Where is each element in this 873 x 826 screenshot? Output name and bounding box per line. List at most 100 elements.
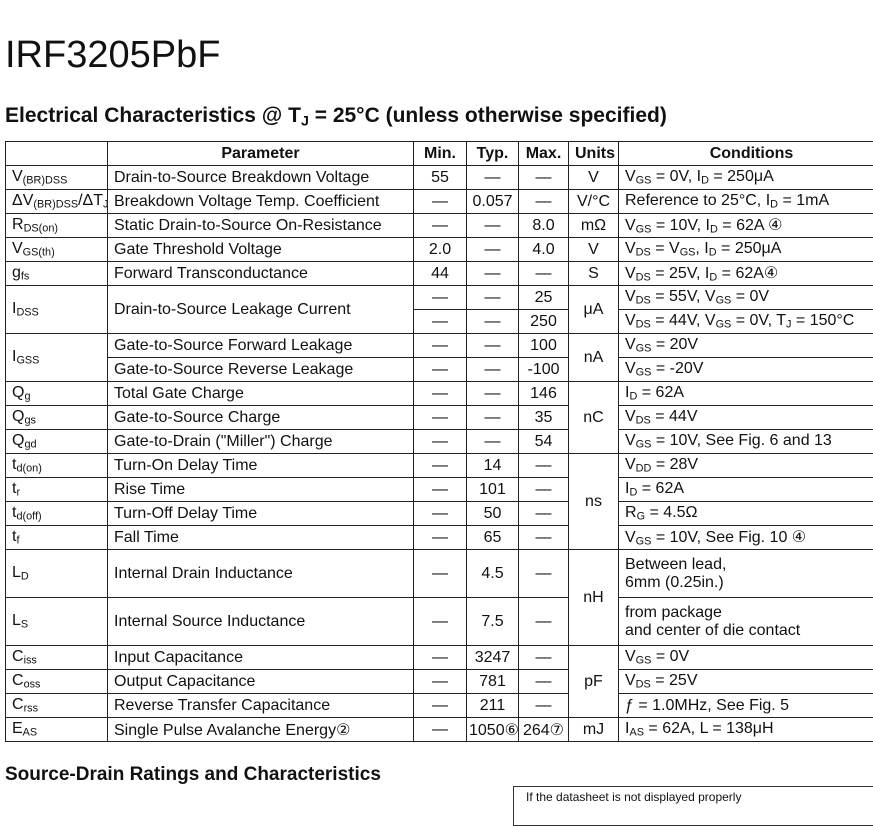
min-cell: — <box>414 550 467 598</box>
subscript: GS <box>636 536 652 548</box>
conditions-cell: VDS = VGS, ID = 250μA <box>619 238 873 262</box>
subscript: D <box>21 571 29 583</box>
symbol-cell: tf <box>6 526 108 550</box>
min-cell: — <box>414 598 467 646</box>
parameter-cell: Input Capacitance <box>108 646 414 670</box>
symbol-cell: tr <box>6 478 108 502</box>
text-segment: L <box>12 564 21 581</box>
conditions-cell: VGS = 0V, ID = 250μA <box>619 166 873 190</box>
text-segment: = 44V <box>651 408 698 425</box>
units-cell: V <box>569 238 619 262</box>
subscript: D <box>709 247 717 259</box>
subscript: rss <box>24 703 39 715</box>
symbol-cell: RDS(on) <box>6 214 108 238</box>
text-segment: = 250μA <box>709 168 774 185</box>
symbol-cell: Coss <box>6 670 108 694</box>
symbol-cell: td(off) <box>6 502 108 526</box>
text-segment: g <box>12 264 21 281</box>
symbol-cell: gfs <box>6 262 108 286</box>
max-cell: 35 <box>519 406 569 430</box>
min-cell: — <box>414 454 467 478</box>
min-cell: — <box>414 670 467 694</box>
subscript: GS <box>636 224 652 236</box>
conditions-cell: ID = 62A <box>619 382 873 406</box>
max-cell: — <box>519 598 569 646</box>
text-segment: L <box>12 612 21 629</box>
text-segment: = 4.5Ω <box>645 504 697 521</box>
parameter-cell: Total Gate Charge <box>108 382 414 406</box>
text-segment: V <box>12 240 23 257</box>
max-cell: 146 <box>519 382 569 406</box>
typ-cell: 14 <box>467 454 519 478</box>
subscript: DD <box>636 463 652 475</box>
conditions-cell: IAS = 62A, L = 138μH <box>619 718 873 742</box>
max-cell: — <box>519 526 569 550</box>
header-cell <box>6 142 108 166</box>
subscript: DS <box>636 415 651 427</box>
text-segment: = -20V <box>651 360 703 377</box>
parameter-cell: Gate-to-Source Charge <box>108 406 414 430</box>
typ-cell: 50 <box>467 502 519 526</box>
min-cell: 55 <box>414 166 467 190</box>
text-segment: V <box>625 648 636 665</box>
units-cell: mJ <box>569 718 619 742</box>
header-cell: Conditions <box>619 142 873 166</box>
typ-cell: 1050⑥ <box>467 718 519 742</box>
table-row: RDS(on)Static Drain-to-Source On-Resista… <box>6 214 873 238</box>
subscript: DS <box>636 272 651 284</box>
typ-cell: — <box>467 262 519 286</box>
text-segment: = 25V, I <box>651 265 710 282</box>
text-segment: = 25°C (unless otherwise specified) <box>309 104 667 127</box>
table-row: ΔV(BR)DSS/ΔTJBreakdown Voltage Temp. Coe… <box>6 190 873 214</box>
parameter-cell: Turn-Off Delay Time <box>108 502 414 526</box>
subscript: GS <box>636 175 652 187</box>
subscript: S <box>21 619 28 631</box>
subscript: d(on) <box>16 463 41 475</box>
conditions-cell: VGS = 20V <box>619 334 873 358</box>
header-cell: Parameter <box>108 142 414 166</box>
text-segment: V <box>625 240 636 257</box>
symbol-cell: VGS(th) <box>6 238 108 262</box>
symbol-cell: LD <box>6 550 108 598</box>
typ-cell: — <box>467 334 519 358</box>
units-cell: nA <box>569 334 619 382</box>
parameter-cell: Output Capacitance <box>108 670 414 694</box>
subscript: AS <box>23 727 38 739</box>
max-cell: — <box>519 190 569 214</box>
units-cell: nH <box>569 550 619 646</box>
symbol-cell: td(on) <box>6 454 108 478</box>
units-cell: pF <box>569 646 619 718</box>
text-segment: = 62A <box>637 480 684 497</box>
subscript: J <box>103 199 108 211</box>
typ-cell: — <box>467 166 519 190</box>
typ-cell: — <box>467 382 519 406</box>
section-heading: Electrical Characteristics @ TJ = 25°C (… <box>5 104 667 130</box>
text-segment: V <box>625 336 636 353</box>
typ-cell: — <box>467 430 519 454</box>
text-segment: from package and center of die contact <box>625 604 800 639</box>
text-segment: = 44V, V <box>651 312 716 329</box>
text-segment: Q <box>12 384 24 401</box>
min-cell: — <box>414 286 467 310</box>
text-segment: V <box>625 456 636 473</box>
parameter-cell: Internal Source Inductance <box>108 598 414 646</box>
subscript: GS(th) <box>23 247 55 259</box>
typ-cell: 65 <box>467 526 519 550</box>
text-segment: = 62A ④ <box>718 217 783 234</box>
subscript: (BR)DSS <box>23 175 68 187</box>
min-cell: — <box>414 190 467 214</box>
max-cell: -100 <box>519 358 569 382</box>
units-cell: V <box>569 166 619 190</box>
subscript: d(off) <box>16 511 41 523</box>
page: IRF3205PbF Electrical Characteristics @ … <box>0 0 873 800</box>
parameter-cell: Gate Threshold Voltage <box>108 238 414 262</box>
conditions-cell: VGS = 0V <box>619 646 873 670</box>
